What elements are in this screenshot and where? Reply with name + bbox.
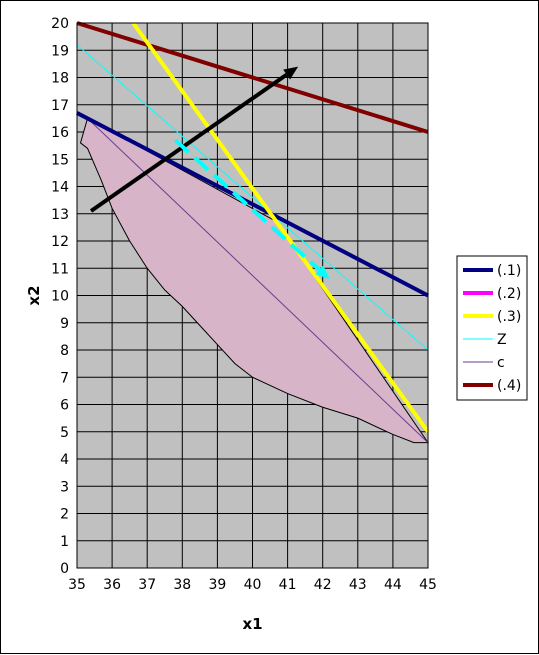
y-tick-label: 10 <box>51 289 69 305</box>
y-tick-label: 19 <box>51 43 69 59</box>
y-tick-label: 15 <box>51 152 69 168</box>
x-tick-label: 35 <box>68 577 86 593</box>
x-tick-label: 37 <box>138 577 156 593</box>
y-tick-label: 1 <box>60 534 69 550</box>
x-axis-ticks: 35 36 37 38 39 40 41 42 43 44 45 <box>68 577 437 593</box>
x-tick-label: 44 <box>384 577 402 593</box>
y-tick-label: 8 <box>60 343 69 359</box>
legend-entry: (.1) <box>463 263 521 279</box>
legend-label: (.1) <box>497 263 521 279</box>
legend-entry: (.2) <box>463 286 521 302</box>
y-tick-label: 7 <box>60 370 69 386</box>
legend-label: Z <box>497 332 507 348</box>
legend-entry: (.4) <box>463 378 521 394</box>
feasible-region <box>79 117 429 444</box>
y-tick-label: 3 <box>60 479 69 495</box>
legend-label: (.2) <box>497 286 521 302</box>
y-tick-label: 17 <box>51 98 69 114</box>
x-tick-label: 36 <box>103 577 121 593</box>
legend-label: (.3) <box>497 309 521 325</box>
arrow-head <box>283 66 299 80</box>
y-tick-label: 13 <box>51 207 69 223</box>
series-line <box>76 111 429 298</box>
arrow-layer <box>89 66 330 280</box>
x-tick-label: 45 <box>419 577 437 593</box>
feasible-region-layer <box>79 117 429 444</box>
legend-entry: Z <box>463 332 507 348</box>
legend: (.1) (.2) (.3) Zc (.4) <box>456 255 528 401</box>
legend-box <box>456 255 528 401</box>
y-tick-label: 20 <box>51 16 69 32</box>
series-line <box>76 21 429 134</box>
legend-label: (.4) <box>497 378 521 394</box>
y-tick-label: 0 <box>60 561 69 577</box>
legend-entry: (.3) <box>463 309 521 325</box>
y-tick-label: 18 <box>51 71 69 87</box>
legend-label: c <box>497 355 505 371</box>
series-line <box>131 21 430 433</box>
arrow-shaft <box>173 138 321 272</box>
x-tick-label: 41 <box>279 577 297 593</box>
y-tick-label: 2 <box>60 507 69 523</box>
x-tick-label: 38 <box>173 577 191 593</box>
arrow-head <box>315 265 330 280</box>
y-tick-label: 12 <box>51 234 69 250</box>
x-axis-title: x1 <box>242 615 262 633</box>
plot-border <box>76 22 429 569</box>
x-tick-label: 43 <box>349 577 367 593</box>
y-tick-label: 9 <box>60 316 69 332</box>
arrow-shaft <box>89 72 288 213</box>
y-axis-title: x2 <box>25 285 43 305</box>
x-tick-label: 39 <box>208 577 226 593</box>
x-tick-label: 42 <box>314 577 332 593</box>
y-tick-label: 4 <box>60 452 69 468</box>
legend-entry: c <box>463 355 505 371</box>
y-tick-label: 16 <box>51 125 69 141</box>
series-line <box>76 44 429 351</box>
y-tick-label: 11 <box>51 261 69 277</box>
y-tick-label: 14 <box>51 180 69 196</box>
series-layer <box>76 21 430 444</box>
y-tick-label: 6 <box>60 398 69 414</box>
y-tick-label: 5 <box>60 425 69 441</box>
x-tick-label: 40 <box>244 577 262 593</box>
